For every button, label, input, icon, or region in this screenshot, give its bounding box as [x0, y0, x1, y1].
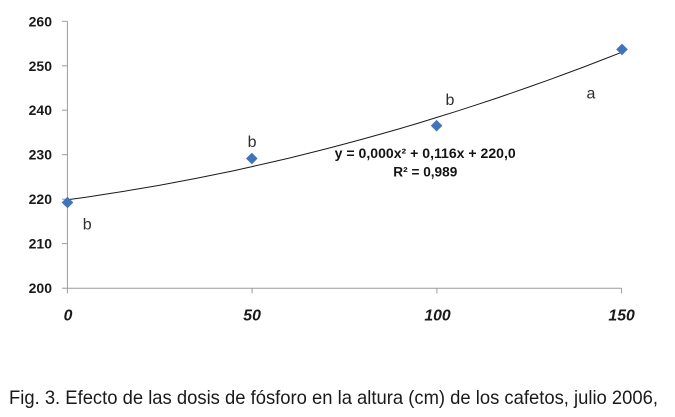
svg-text:100: 100 [424, 307, 451, 324]
svg-text:y = 0,000x² + 0,116x + 220,0: y = 0,000x² + 0,116x + 220,0 [335, 146, 516, 161]
svg-text:220: 220 [29, 191, 53, 207]
svg-text:b: b [445, 92, 454, 109]
svg-text:0: 0 [64, 307, 73, 324]
svg-text:Fig. 3. Efecto de las dosis de: Fig. 3. Efecto de las dosis de fósforo e… [9, 387, 658, 409]
svg-text:250: 250 [29, 58, 53, 74]
svg-text:b: b [248, 134, 257, 151]
svg-text:150: 150 [608, 307, 635, 324]
svg-text:a: a [587, 86, 596, 103]
svg-text:230: 230 [29, 147, 53, 163]
svg-text:210: 210 [29, 236, 53, 252]
svg-text:b: b [83, 216, 92, 233]
svg-text:260: 260 [29, 13, 53, 29]
svg-text:240: 240 [29, 102, 53, 118]
svg-text:50: 50 [243, 307, 261, 324]
svg-text:R² = 0,989: R² = 0,989 [393, 164, 457, 179]
svg-text:200: 200 [29, 280, 53, 296]
